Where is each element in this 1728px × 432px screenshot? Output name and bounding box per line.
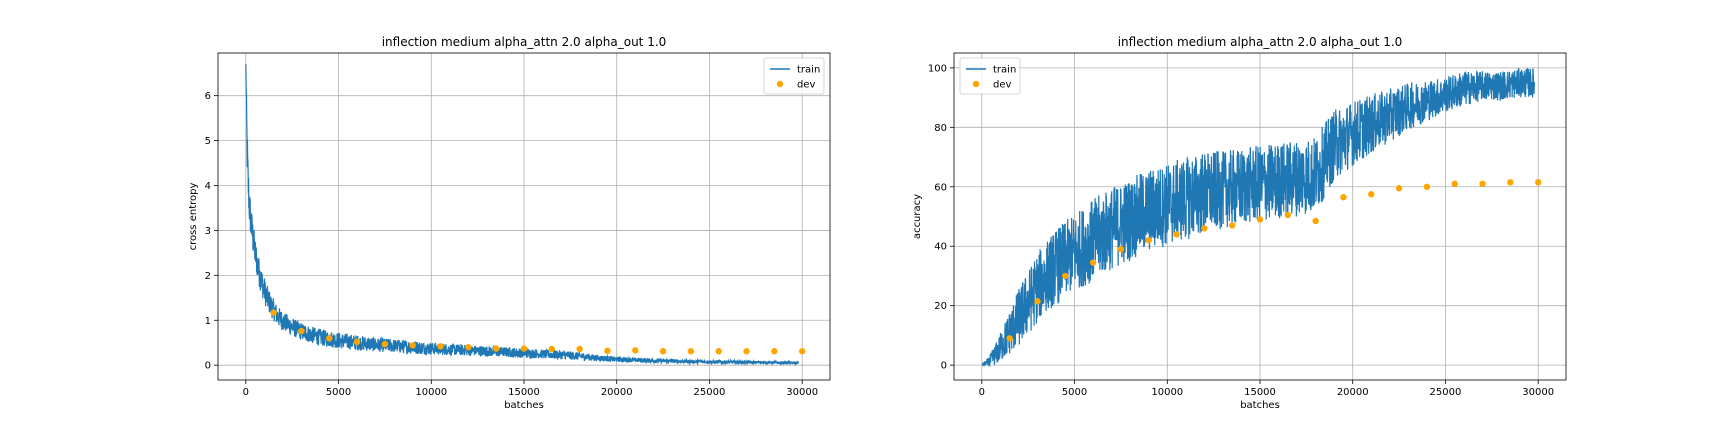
dev-point [743, 348, 750, 355]
dev-point [465, 344, 472, 351]
accuracy-plot: 0 5000 10000 15000 20000 25000 30000 0 20 40 60 80 1… [912, 35, 1567, 411]
x-axis-label: batches [504, 400, 544, 411]
dev-point [270, 309, 277, 316]
dev-point [353, 338, 361, 346]
dev-point [1228, 222, 1236, 229]
dev-point [632, 347, 639, 354]
legend-dev-swatch [776, 80, 784, 88]
x-tick-label: 20000 [1337, 387, 1369, 398]
legend: train dev [959, 57, 1021, 95]
x-tick-label: 30000 [1522, 387, 1554, 398]
x-tick-label: 10000 [1151, 387, 1183, 398]
y-tick-label: 0 [941, 361, 947, 372]
dev-point [520, 345, 528, 352]
dev-point [687, 348, 695, 355]
dev-point [1173, 231, 1180, 238]
x-axis-label: batches [1240, 400, 1280, 411]
dev-point [1034, 298, 1041, 305]
dev-point [798, 348, 806, 355]
legend-dev-label: dev [993, 80, 1012, 91]
y-tick-label: 60 [934, 182, 947, 193]
x-tick-label: 20000 [601, 387, 633, 398]
x-tick-label: 15000 [508, 387, 540, 398]
y-tick-label: 5 [205, 136, 211, 147]
legend-dev-swatch [972, 80, 980, 88]
dev-point [1145, 237, 1152, 244]
y-tick-label: 2 [205, 271, 211, 282]
dev-point [409, 342, 416, 349]
dev-point [548, 345, 556, 353]
dev-point [1395, 185, 1403, 192]
dev-point [1534, 179, 1542, 186]
dev-point [1507, 179, 1514, 186]
y-tick-label: 40 [934, 242, 947, 253]
x-tick-label: 25000 [1430, 387, 1462, 398]
dev-point [1117, 246, 1125, 253]
legend: train dev [763, 57, 825, 95]
y-tick-label: 6 [205, 91, 211, 102]
x-tick-label: 5000 [326, 387, 351, 398]
dev-point [492, 345, 500, 352]
dev-point [381, 340, 389, 348]
y-tick-label: 80 [934, 123, 947, 134]
dev-point [715, 348, 722, 355]
x-tick-label: 15000 [1244, 387, 1276, 398]
x-tick-label: 5000 [1062, 387, 1087, 398]
legend-dev-label: dev [797, 80, 816, 91]
dev-point [576, 345, 583, 353]
dev-point [326, 335, 333, 342]
dev-point [1006, 335, 1013, 342]
dev-point [1340, 193, 1347, 201]
dev-point [659, 348, 667, 355]
x-tick-label: 10000 [415, 387, 447, 398]
y-tick-label: 0 [205, 361, 211, 372]
y-tick-label: 20 [934, 301, 947, 312]
dev-point [437, 343, 444, 350]
dev-point [1201, 225, 1208, 232]
chart-title: inflection medium alpha_attn 2.0 alpha_o… [382, 35, 667, 49]
y-axis-label: accuracy [912, 194, 923, 239]
dev-point [1284, 211, 1292, 219]
x-tick-label: 0 [243, 387, 249, 398]
y-tick-label: 3 [205, 226, 211, 237]
legend-train-label: train [797, 65, 820, 76]
x-tick-label: 0 [979, 387, 985, 398]
y-tick-label: 4 [205, 181, 211, 192]
dev-point [604, 347, 611, 355]
dev-point [1479, 180, 1486, 187]
dev-point [298, 327, 305, 335]
dev-point [1062, 272, 1069, 280]
train-series-line [245, 64, 799, 366]
y-tick-label: 1 [205, 316, 211, 327]
x-tick-label: 25000 [694, 387, 726, 398]
dev-point [1256, 216, 1264, 223]
cross-entropy-plot: 0 5000 10000 15000 20000 25000 30000 0 1 2 3 4 5 6 inf… [188, 35, 831, 411]
dev-point [1089, 259, 1097, 266]
train-series-line [981, 68, 1536, 368]
dev-point [1451, 180, 1458, 187]
y-axis-label: cross entropy [188, 183, 199, 251]
dev-point [1423, 183, 1431, 190]
dev-point [771, 348, 778, 355]
dev-point [1368, 191, 1375, 198]
y-tick-label: 100 [928, 63, 947, 74]
chart-title: inflection medium alpha_attn 2.0 alpha_o… [1118, 35, 1403, 49]
legend-train-label: train [993, 65, 1016, 76]
dev-point [1312, 217, 1319, 225]
x-tick-label: 30000 [786, 387, 818, 398]
